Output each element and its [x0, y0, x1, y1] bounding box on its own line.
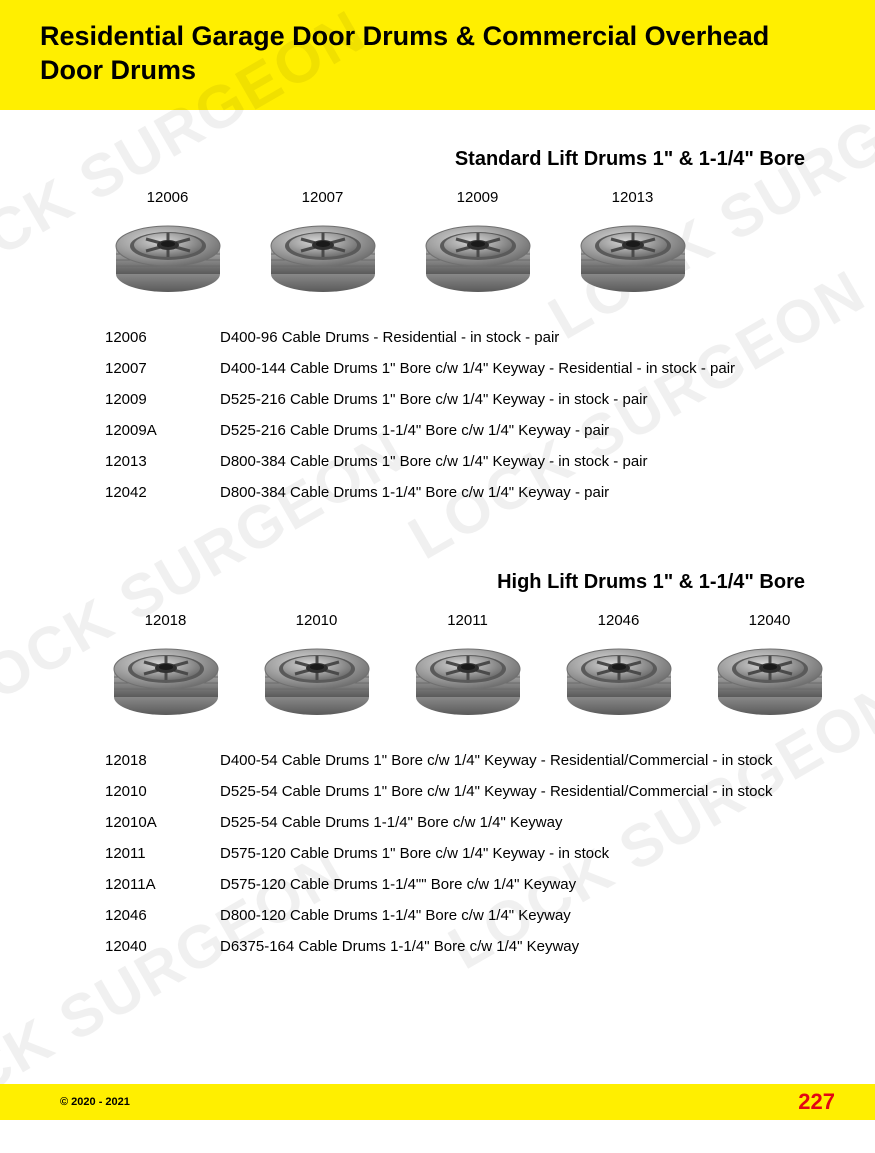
- drum-code-label: 12010: [296, 612, 338, 629]
- spec-code: 12042: [105, 484, 220, 501]
- spec-code: 12011: [105, 845, 220, 862]
- drum-code-label: 12040: [749, 612, 791, 629]
- drum-item: 12010: [251, 612, 382, 722]
- spec-description: D400-96 Cable Drums - Residential - in s…: [220, 329, 815, 346]
- drum-icon: [263, 214, 383, 299]
- drum-icon: [418, 214, 538, 299]
- spec-row: 12018D400-54 Cable Drums 1" Bore c/w 1/4…: [105, 752, 815, 769]
- spec-description: D525-54 Cable Drums 1-1/4" Bore c/w 1/4"…: [220, 814, 815, 831]
- spec-description: D400-144 Cable Drums 1" Bore c/w 1/4" Ke…: [220, 360, 815, 377]
- spec-code: 12007: [105, 360, 220, 377]
- drum-icon: [257, 637, 377, 722]
- spec-row: 12046D800-120 Cable Drums 1-1/4" Bore c/…: [105, 907, 815, 924]
- spec-description: D800-384 Cable Drums 1-1/4" Bore c/w 1/4…: [220, 484, 815, 501]
- spec-description: D575-120 Cable Drums 1" Bore c/w 1/4" Ke…: [220, 845, 815, 862]
- spec-row: 12011D575-120 Cable Drums 1" Bore c/w 1/…: [105, 845, 815, 862]
- page-header: Residential Garage Door Drums & Commerci…: [0, 0, 875, 110]
- spec-description: D800-384 Cable Drums 1" Bore c/w 1/4" Ke…: [220, 453, 815, 470]
- drum-code-label: 12006: [147, 189, 189, 206]
- spec-row: 12009D525-216 Cable Drums 1" Bore c/w 1/…: [105, 391, 815, 408]
- drum-icon: [710, 637, 830, 722]
- spec-description: D575-120 Cable Drums 1-1/4"" Bore c/w 1/…: [220, 876, 815, 893]
- spec-row: 12042D800-384 Cable Drums 1-1/4" Bore c/…: [105, 484, 815, 501]
- drum-item: 12040: [704, 612, 835, 722]
- spec-row: 12040D6375-164 Cable Drums 1-1/4" Bore c…: [105, 938, 815, 955]
- spec-code: 12013: [105, 453, 220, 470]
- drum-icon: [408, 637, 528, 722]
- spec-row: 12009AD525-216 Cable Drums 1-1/4" Bore c…: [105, 422, 815, 439]
- spec-table-highlift: 12018D400-54 Cable Drums 1" Bore c/w 1/4…: [40, 752, 835, 955]
- spec-code: 12010: [105, 783, 220, 800]
- drum-item: 12018: [100, 612, 231, 722]
- page-footer: © 2020 - 2021 227: [0, 1084, 875, 1120]
- page-title: Residential Garage Door Drums & Commerci…: [40, 20, 835, 88]
- drum-code-label: 12018: [145, 612, 187, 629]
- drum-icon: [559, 637, 679, 722]
- spec-code: 12046: [105, 907, 220, 924]
- drum-code-label: 12013: [612, 189, 654, 206]
- drum-icon: [573, 214, 693, 299]
- copyright-text: © 2020 - 2021: [60, 1096, 130, 1108]
- spec-code: 12040: [105, 938, 220, 955]
- spec-row: 12011AD575-120 Cable Drums 1-1/4"" Bore …: [105, 876, 815, 893]
- spec-description: D400-54 Cable Drums 1" Bore c/w 1/4" Key…: [220, 752, 815, 769]
- spec-table-standard: 12006D400-96 Cable Drums - Residential -…: [40, 329, 835, 501]
- drum-image-row-standard: 12006 12007 12009 12013: [40, 189, 835, 299]
- page-content: Standard Lift Drums 1" & 1-1/4" Bore 120…: [0, 148, 875, 955]
- spec-description: D800-120 Cable Drums 1-1/4" Bore c/w 1/4…: [220, 907, 815, 924]
- spec-row: 12007D400-144 Cable Drums 1" Bore c/w 1/…: [105, 360, 815, 377]
- spec-code: 12011A: [105, 876, 220, 893]
- drum-code-label: 12011: [447, 612, 488, 629]
- spec-row: 12013D800-384 Cable Drums 1" Bore c/w 1/…: [105, 453, 815, 470]
- drum-icon: [106, 637, 226, 722]
- section-title-standard: Standard Lift Drums 1" & 1-1/4" Bore: [40, 148, 835, 171]
- page-number: 227: [798, 1089, 835, 1115]
- spec-row: 12010D525-54 Cable Drums 1" Bore c/w 1/4…: [105, 783, 815, 800]
- section-title-highlift: High Lift Drums 1" & 1-1/4" Bore: [40, 571, 835, 594]
- drum-icon: [108, 214, 228, 299]
- spec-description: D525-216 Cable Drums 1-1/4" Bore c/w 1/4…: [220, 422, 815, 439]
- spec-description: D525-54 Cable Drums 1" Bore c/w 1/4" Key…: [220, 783, 815, 800]
- spec-row: 12010AD525-54 Cable Drums 1-1/4" Bore c/…: [105, 814, 815, 831]
- spec-code: 12009A: [105, 422, 220, 439]
- drum-image-row-highlift: 12018 12010 12011 12046 12040: [40, 612, 835, 722]
- spec-code: 12009: [105, 391, 220, 408]
- drum-item: 12046: [553, 612, 684, 722]
- drum-code-label: 12009: [457, 189, 499, 206]
- drum-item: 12011: [402, 612, 533, 722]
- drum-item: 12009: [410, 189, 545, 299]
- drum-item: 12007: [255, 189, 390, 299]
- drum-code-label: 12046: [598, 612, 640, 629]
- drum-code-label: 12007: [302, 189, 344, 206]
- spec-code: 12006: [105, 329, 220, 346]
- drum-item: 12013: [565, 189, 700, 299]
- spec-row: 12006D400-96 Cable Drums - Residential -…: [105, 329, 815, 346]
- spec-description: D525-216 Cable Drums 1" Bore c/w 1/4" Ke…: [220, 391, 815, 408]
- spec-description: D6375-164 Cable Drums 1-1/4" Bore c/w 1/…: [220, 938, 815, 955]
- spec-code: 12010A: [105, 814, 220, 831]
- drum-item: 12006: [100, 189, 235, 299]
- spec-code: 12018: [105, 752, 220, 769]
